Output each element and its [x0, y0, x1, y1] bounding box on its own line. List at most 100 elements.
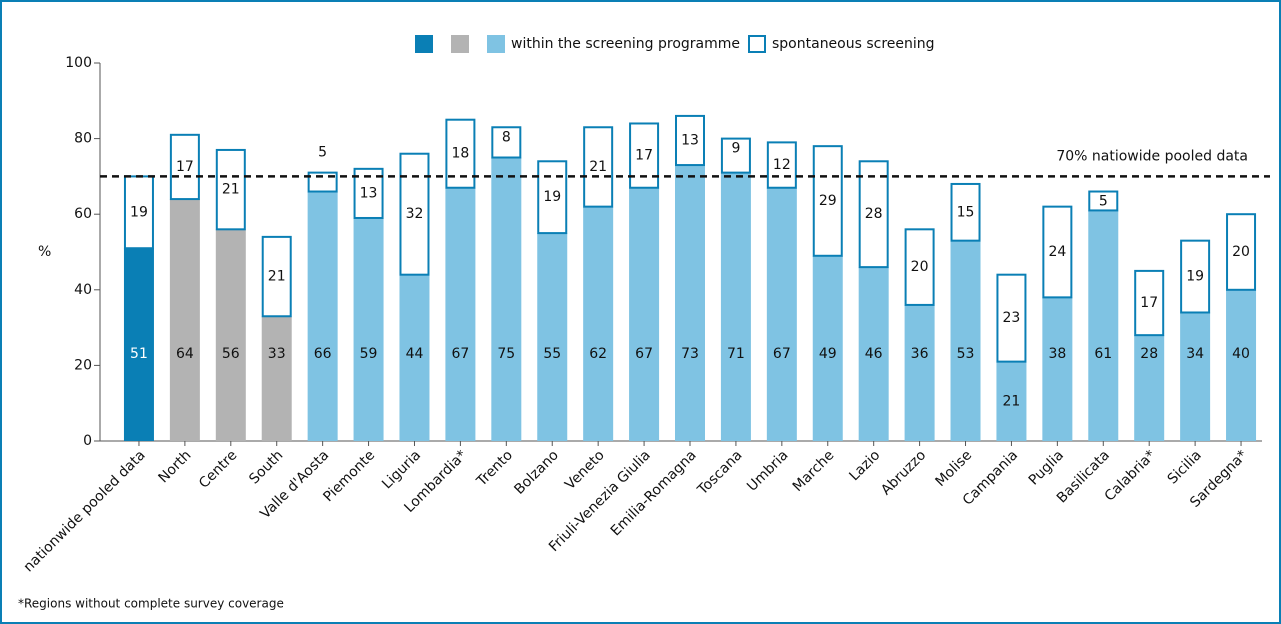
x-tick-label: Lazio	[846, 447, 883, 484]
value-label: 24	[1048, 244, 1066, 260]
x-tick-label: Sicilia	[1165, 447, 1205, 487]
bar-spontaneous	[675, 114, 705, 167]
value-label: 29	[819, 193, 837, 209]
y-tick-label: 0	[83, 433, 92, 449]
x-tick-label: Calabria*	[1102, 447, 1159, 504]
value-label: 67	[635, 346, 653, 362]
value-label: 73	[681, 346, 699, 362]
y-axis-label: %	[38, 244, 51, 260]
value-label: 66	[314, 346, 332, 362]
value-label: 21	[268, 269, 286, 285]
value-label: 75	[497, 346, 515, 362]
bar-spontaneous	[491, 126, 522, 159]
value-label: 67	[773, 346, 791, 362]
bar-within	[307, 191, 338, 441]
value-label: 36	[911, 346, 929, 362]
bar-within	[904, 304, 935, 441]
value-label: 28	[865, 206, 883, 222]
value-label: 9	[731, 141, 740, 157]
bar-within	[261, 316, 292, 441]
y-tick-label: 60	[74, 206, 92, 222]
bar-spontaneous	[583, 126, 614, 208]
x-tick-label: Trento	[473, 447, 516, 490]
legend-swatch	[451, 35, 469, 53]
bar-spontaneous	[1180, 239, 1211, 314]
bar-spontaneous	[215, 148, 246, 231]
bar-within	[1042, 297, 1073, 441]
bar-spontaneous	[904, 228, 935, 306]
value-label: 62	[589, 346, 607, 362]
x-tick-label: nationwide pooled data	[21, 447, 149, 575]
bar-within	[720, 172, 751, 441]
x-tick-label: Molise	[933, 447, 976, 490]
bar-within	[215, 229, 246, 441]
value-label: 21	[222, 182, 240, 198]
bar-spontaneous	[399, 152, 430, 276]
value-label: 17	[1140, 295, 1158, 311]
value-label: 13	[681, 132, 699, 148]
bar-spontaneous	[950, 182, 981, 242]
x-tick-label: North	[156, 447, 195, 486]
x-tick-label: Emilia-Romagna	[608, 447, 700, 539]
value-label: 64	[176, 346, 194, 362]
value-label: 20	[911, 259, 929, 275]
bar-spontaneous	[261, 235, 292, 318]
value-label: 21	[589, 159, 607, 175]
value-label: 55	[543, 346, 561, 362]
bar-spontaneous	[169, 133, 200, 201]
bar-spontaneous	[1042, 205, 1073, 299]
legend-label: within the screening programme	[511, 36, 740, 52]
y-tick-label: 20	[74, 357, 92, 373]
value-label: 53	[957, 346, 975, 362]
bar-spontaneous	[996, 273, 1027, 363]
bar-within	[675, 165, 705, 441]
value-label: 19	[543, 189, 561, 205]
bar-spontaneous	[766, 141, 797, 189]
x-tick-label: Umbria	[744, 447, 791, 494]
value-label: 32	[406, 206, 424, 222]
y-tick-label: 100	[65, 55, 92, 71]
value-label: 5	[1099, 194, 1108, 210]
value-label: 23	[1003, 310, 1021, 326]
bar-within	[629, 187, 660, 441]
value-label: 21	[1003, 393, 1021, 409]
legend-label: spontaneous screening	[772, 36, 935, 52]
value-label: 20	[1232, 244, 1250, 260]
bar-within	[445, 187, 476, 441]
bar-within	[766, 187, 797, 441]
bar-within	[123, 248, 154, 441]
x-tick-label: Abruzzo	[878, 447, 929, 498]
value-label: 15	[957, 204, 975, 220]
bar-within	[1226, 289, 1257, 441]
x-tick-label: Marche	[790, 447, 838, 495]
bar-within	[996, 361, 1027, 441]
y-tick-label: 40	[74, 282, 92, 298]
reference-label: 70% natiowide pooled data	[1056, 148, 1248, 164]
value-label: 28	[1140, 346, 1158, 362]
value-label: 40	[1232, 346, 1250, 362]
bar-spontaneous	[812, 145, 843, 257]
legend-swatch	[487, 35, 505, 53]
bar-spontaneous	[1088, 190, 1119, 212]
bar-within	[858, 267, 889, 441]
x-tick-label: Puglia	[1026, 447, 1067, 488]
value-label: 38	[1048, 346, 1066, 362]
value-label: 13	[360, 185, 378, 201]
value-label: 44	[406, 346, 424, 362]
bar-within	[1088, 210, 1119, 441]
bar-within	[399, 274, 430, 441]
value-label: 34	[1186, 346, 1204, 362]
bar-spontaneous	[123, 175, 154, 250]
bar-within	[169, 199, 200, 441]
x-tick-label: South	[246, 447, 286, 487]
bar-spontaneous	[858, 160, 889, 269]
bar-within	[812, 255, 843, 441]
bar-within	[537, 233, 568, 441]
value-label: 71	[727, 346, 745, 362]
bar-within	[583, 206, 614, 441]
value-label: 33	[268, 346, 286, 362]
value-label: 17	[635, 148, 653, 164]
bar-spontaneous	[1226, 213, 1257, 291]
bar-within	[491, 157, 522, 441]
